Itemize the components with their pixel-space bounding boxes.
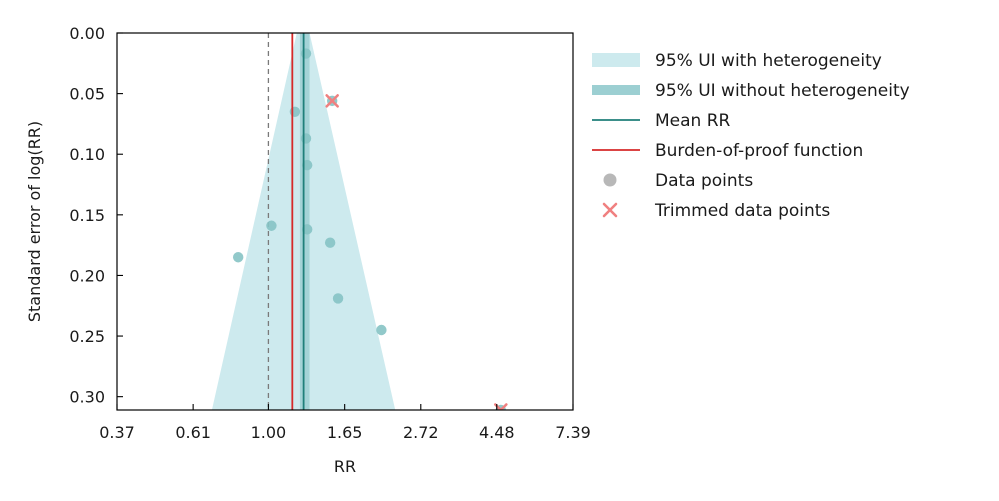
legend: 95% UI with heterogeneity 95% UI without … [592, 51, 910, 221]
x-tick-label-4: 1.65 [327, 423, 363, 442]
data-point-8 [324, 237, 336, 248]
y-tick-label-6: 0.25 [69, 327, 105, 346]
y-tick-label-7: 0.30 [69, 388, 105, 407]
legend-swatch-data-points [603, 173, 617, 187]
legend-label-3: Mean RR [655, 111, 731, 131]
plot-area [211, 33, 508, 410]
y-tick-label-1: 0.00 [69, 24, 105, 43]
legend-label-2: 95% UI without heterogeneity [655, 81, 910, 101]
x-tick-label-5: 2.72 [403, 423, 439, 442]
y-tick-label-4: 0.15 [69, 206, 105, 225]
data-point-7 [301, 224, 313, 235]
x-tick-label-1: 0.37 [99, 423, 135, 442]
legend-label-4: Burden-of-proof function [655, 141, 863, 161]
y-tick-label-3: 0.10 [69, 145, 105, 164]
ui-without-heterogeneity-band [299, 33, 310, 410]
axes: 0.37 0.61 1.00 1.65 2.72 4.48 7.39 0.00 0.05 0.10… [25, 24, 591, 476]
y-tick-label-2: 0.05 [69, 85, 105, 104]
legend-label-1: 95% UI with heterogeneity [655, 51, 882, 71]
data-point-1 [300, 48, 312, 59]
x-axis-label: RR [334, 457, 356, 476]
y-axis-label: Standard error of log(RR) [25, 121, 44, 322]
legend-swatch-ui-with [592, 53, 640, 67]
legend-swatch-trimmed [602, 202, 618, 218]
data-point-10 [332, 293, 344, 304]
data-point-5 [301, 159, 313, 171]
x-tick-label-2: 0.61 [175, 423, 211, 442]
legend-swatch-ui-without [592, 85, 640, 95]
data-point-3 [289, 106, 301, 117]
data-point-11 [376, 324, 387, 336]
x-tick-label-3: 1.00 [251, 423, 287, 442]
data-point-6 [266, 220, 277, 231]
legend-label-6: Trimmed data points [654, 201, 830, 221]
legend-label-5: Data points [655, 171, 753, 191]
y-tick-label-5: 0.20 [69, 266, 105, 285]
trimmed-point-1 [325, 94, 339, 108]
data-point-4 [300, 133, 312, 144]
x-tick-label-6: 4.48 [479, 423, 515, 442]
x-tick-label-7: 7.39 [555, 423, 591, 442]
data-point-9 [232, 252, 244, 263]
